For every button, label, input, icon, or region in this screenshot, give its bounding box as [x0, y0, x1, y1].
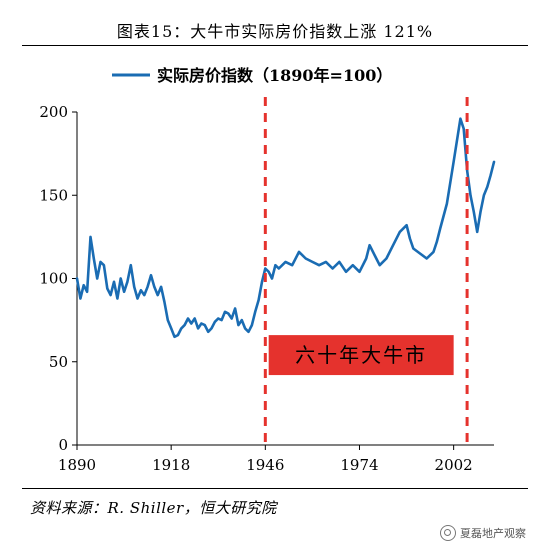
series-line-0: [75, 117, 496, 339]
y-tick-label: 150: [39, 186, 68, 204]
bull-market-box: [268, 335, 454, 376]
x-tick-label: 1918: [152, 456, 190, 474]
wechat-icon: [440, 525, 456, 541]
watermark: 夏磊地产观察: [440, 525, 526, 541]
y-tick-label: 0: [58, 436, 68, 454]
source-note: 资料来源：R. Shiller，恒大研究院: [30, 499, 277, 517]
x-tick-label: 2002: [435, 456, 473, 474]
x-tick-label: 1946: [246, 456, 284, 474]
footer-rule: [22, 488, 528, 489]
title-rule: [22, 45, 528, 46]
bull-market-label: 六十年大牛市: [295, 343, 427, 367]
y-tick-label: 50: [49, 353, 68, 371]
legend-label: 实际房价指数（1890年=100）: [157, 66, 392, 85]
x-tick-label: 1890: [58, 456, 96, 474]
watermark-text: 夏磊地产观察: [460, 527, 526, 540]
y-tick-label: 100: [39, 270, 68, 288]
y-tick-label: 200: [39, 103, 68, 121]
x-tick-label: 1974: [340, 456, 378, 474]
chart-title: 图表15：大牛市实际房价指数上涨 121%: [116, 22, 434, 41]
